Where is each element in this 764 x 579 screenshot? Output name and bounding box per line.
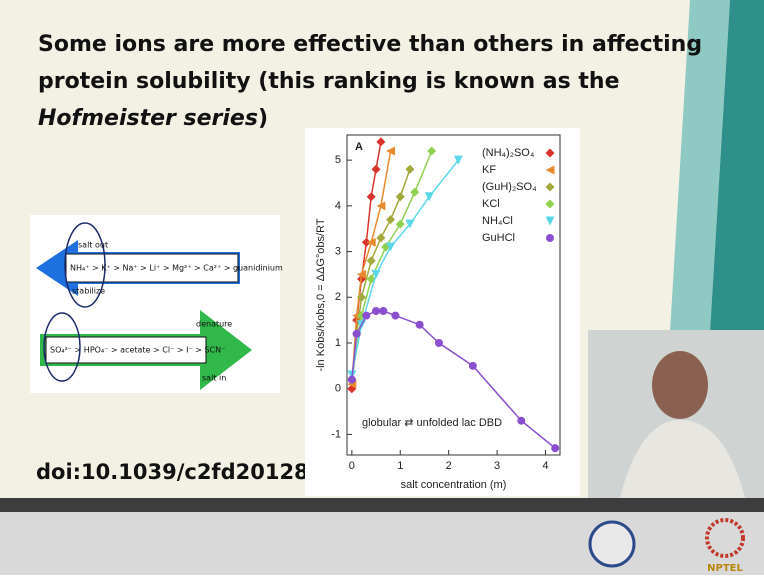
footer [0,512,764,575]
data-point [353,330,361,338]
legend-label: KCl [482,198,500,210]
annotation: globular ⇄ unfolded lac DBD [362,417,502,429]
ion-series: NH₄⁺ > K⁺ > Na⁺ > Li⁺ > Mg²⁺ > Ca²⁺ > gu… [70,264,283,273]
data-point [362,312,370,320]
divider [0,498,764,512]
x-tick-label: 0 [349,460,355,472]
label: stabilize [72,287,105,296]
data-point [517,417,525,425]
data-point [551,444,559,452]
y-tick-label: 5 [335,154,341,166]
slide: Some ions are more effective than others… [0,0,764,575]
title: protein solubility (this ranking is know… [38,69,620,94]
logo-text: NPTEL [707,563,743,574]
data-point [372,307,380,315]
chart-panel [305,128,580,496]
legend-marker [546,234,554,242]
title-italic: Hofmeister series [38,106,258,131]
x-tick-label: 3 [494,460,500,472]
data-point [391,312,399,320]
y-tick-label: 0 [335,383,341,395]
y-tick-label: 4 [335,200,341,212]
label: salt in [202,374,226,383]
label: denature [196,320,232,329]
doi: doi:10.1039/c2fd20128c [36,460,321,484]
legend-label: GuHCl [482,232,515,244]
y-tick-label: 1 [335,337,341,349]
title: Some ions are more effective than others… [38,32,702,57]
y-tick-label: 2 [335,291,341,303]
legend-label: KF [482,164,496,176]
label: salt out [78,241,108,250]
x-tick-label: 1 [397,460,403,472]
panel-label: A [355,141,363,153]
ion-series: SO₄²⁻ > HPO₄⁻ > acetate > Cl⁻ > I⁻ > SCN… [50,346,225,355]
data-point [469,362,477,370]
y-tick-label: 3 [335,245,341,257]
logo [590,522,634,566]
x-tick-label: 2 [446,460,452,472]
x-tick-label: 4 [542,460,548,472]
title-end: ) [258,106,268,131]
x-axis-label: salt concentration (m) [401,479,507,491]
data-point [379,307,387,315]
data-point [416,321,424,329]
y-tick-label: -1 [331,428,341,440]
title: Hofmeister series) [38,106,268,131]
legend-label: (GuH)₂SO₄ [482,181,537,193]
y-axis-label: -ln Kobs/Kobs,0 = ΔΔG°obs/RT [315,218,327,371]
presenter [652,351,708,419]
legend-label: NH₄Cl [482,215,513,227]
legend-label: (NH₄)₂SO₄ [482,147,535,159]
data-point [348,376,356,384]
data-point [435,339,443,347]
diagram-panel [30,215,280,393]
